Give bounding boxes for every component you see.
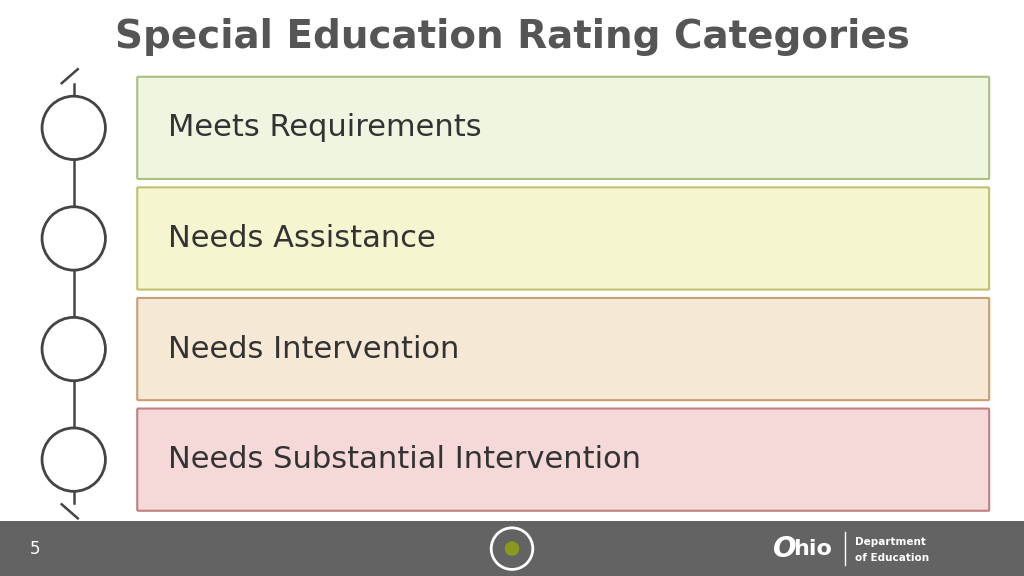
Text: 5: 5 [30,540,41,558]
Circle shape [42,428,105,491]
Text: Special Education Rating Categories: Special Education Rating Categories [115,18,909,56]
Text: O: O [773,535,797,563]
Text: Needs Substantial Intervention: Needs Substantial Intervention [168,445,641,474]
FancyBboxPatch shape [137,408,989,511]
Text: Needs Assistance: Needs Assistance [168,224,436,253]
Text: hio: hio [794,539,833,559]
Circle shape [42,317,105,381]
Circle shape [42,207,105,270]
Text: Department: Department [855,537,926,547]
Text: Meets Requirements: Meets Requirements [168,113,482,142]
Circle shape [42,96,105,160]
FancyBboxPatch shape [137,298,989,400]
FancyBboxPatch shape [137,77,989,179]
Text: Needs Intervention: Needs Intervention [168,335,460,363]
Circle shape [505,541,519,556]
Text: of Education: of Education [855,554,929,563]
FancyBboxPatch shape [137,187,989,290]
Bar [0,521,1024,576]
